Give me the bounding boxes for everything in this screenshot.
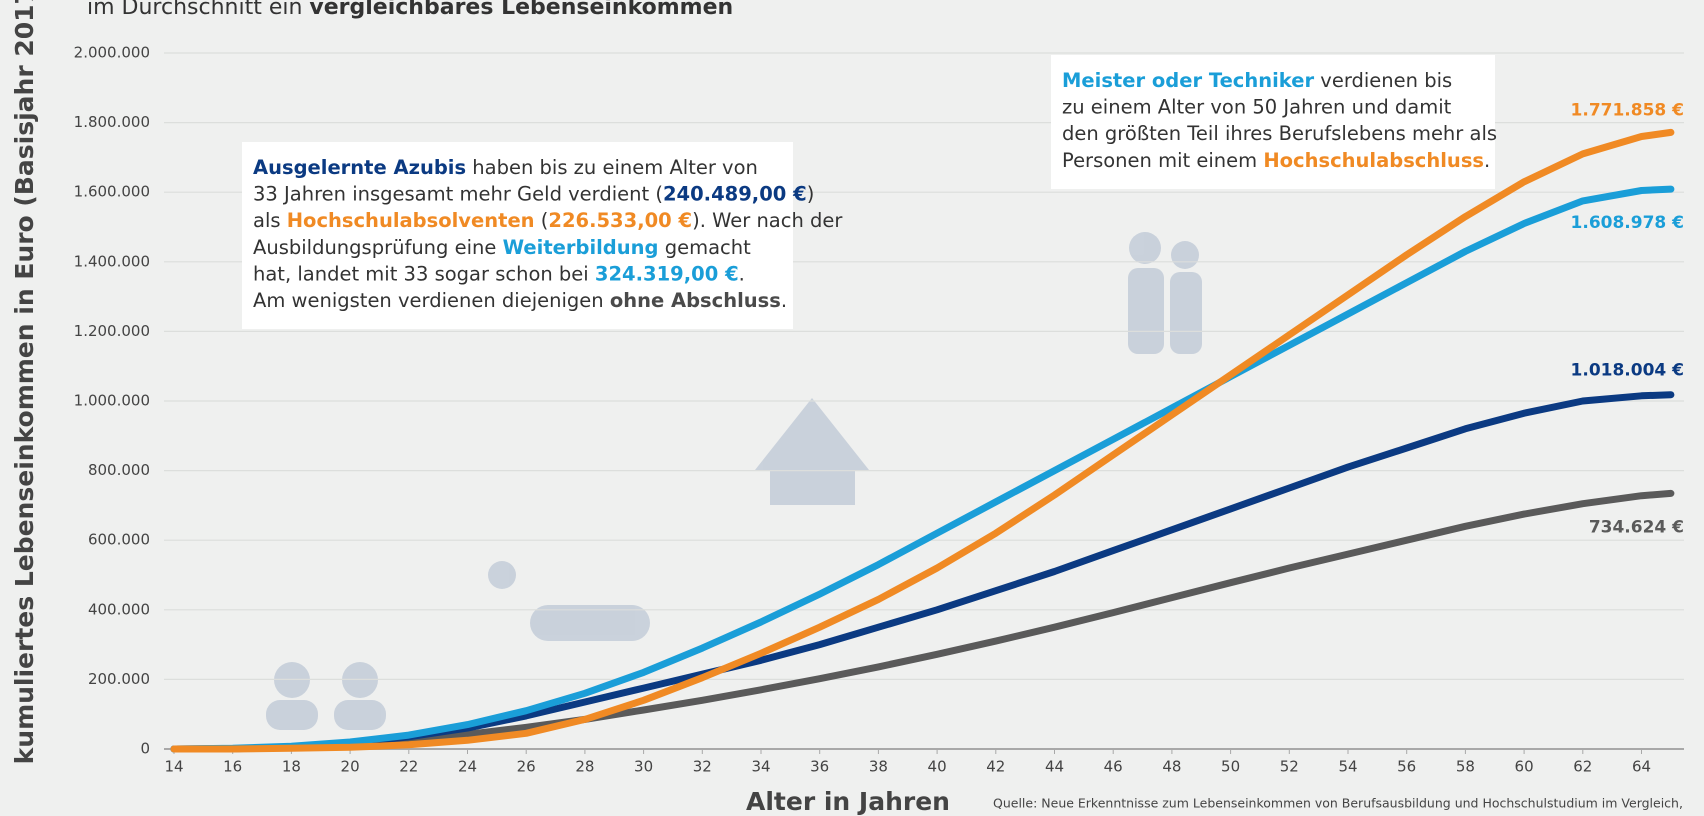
annotation-text: Am wenigsten verdienen diejenigen ohne A… xyxy=(253,289,787,312)
text-run: vergleichbares Lebenseinkommen xyxy=(309,0,733,20)
text-run: hat, landet mit 33 sogar schon bei xyxy=(253,262,595,285)
annotation-text: als Hochschulabsolventen (226.533,00 €).… xyxy=(253,209,843,232)
x-tick-label: 26 xyxy=(517,758,536,776)
y-tick-label: 600.000 xyxy=(88,531,150,549)
text-run: ( xyxy=(535,209,549,232)
y-tick-label: 2.000.000 xyxy=(74,44,150,62)
x-tick-label: 34 xyxy=(751,758,770,776)
text-run: ) xyxy=(807,182,815,205)
text-run: 226.533,00 € xyxy=(548,209,692,232)
x-tick-label: 48 xyxy=(1162,758,1181,776)
text-run: als xyxy=(253,209,287,232)
x-tick-label: 36 xyxy=(810,758,829,776)
x-tick-label: 16 xyxy=(223,758,242,776)
text-run: Am wenigsten verdienen diejenigen xyxy=(253,289,610,312)
y-tick-label: 1.400.000 xyxy=(74,252,150,270)
text-run: den größten Teil ihres Berufslebens mehr… xyxy=(1062,122,1497,145)
text-run: haben bis zu einem Alter von xyxy=(466,156,758,179)
x-tick-label: 42 xyxy=(986,758,1005,776)
y-tick-label: 1.000.000 xyxy=(74,392,150,410)
y-tick-label: 200.000 xyxy=(88,670,150,688)
x-tick-label: 58 xyxy=(1456,758,1475,776)
x-tick-label: 28 xyxy=(575,758,594,776)
text-run: 240.489,00 € xyxy=(663,182,807,205)
annotation-text: Ausgelernte Azubis haben bis zu einem Al… xyxy=(253,156,758,179)
text-run: ohne Abschluss xyxy=(610,289,781,312)
x-tick-label: 18 xyxy=(282,758,301,776)
x-axis-title: Alter in Jahren xyxy=(746,787,950,816)
data-line xyxy=(174,493,1671,749)
x-tick-label: 30 xyxy=(634,758,653,776)
x-tick-label: 14 xyxy=(164,758,183,776)
chart-title: im Durchschnitt ein vergleichbares Leben… xyxy=(87,0,733,20)
x-tick-label: 22 xyxy=(399,758,418,776)
text-run: Hochschulabsolventen xyxy=(287,209,535,232)
text-run: . xyxy=(781,289,787,312)
y-tick-label: 0 xyxy=(140,740,150,758)
x-tick-label: 38 xyxy=(869,758,888,776)
text-run: . xyxy=(1484,148,1490,171)
x-tick-label: 52 xyxy=(1280,758,1299,776)
y-tick-label: 1.800.000 xyxy=(74,113,150,131)
end-value-label: 1.771.858 € xyxy=(1571,100,1684,120)
text-run: 324.319,00 € xyxy=(595,262,739,285)
annotation-text: Meister oder Techniker verdienen bis xyxy=(1062,69,1452,92)
x-tick-label: 24 xyxy=(458,758,477,776)
y-tick-label: 1.600.000 xyxy=(74,183,150,201)
text-run: Hochschulabschluss xyxy=(1263,148,1484,171)
y-tick-label: 800.000 xyxy=(88,461,150,479)
end-value-label: 1.018.004 € xyxy=(1571,361,1684,381)
text-run: . xyxy=(739,262,745,285)
x-tick-label: 54 xyxy=(1338,758,1357,776)
annotation-text: den größten Teil ihres Berufslebens mehr… xyxy=(1062,122,1497,145)
x-tick-label: 20 xyxy=(341,758,360,776)
end-value-label: 1.608.978 € xyxy=(1571,213,1684,233)
text-run: gemacht xyxy=(659,235,752,258)
text-run: im Durchschnitt ein xyxy=(87,0,309,20)
annotation-text: hat, landet mit 33 sogar schon bei 324.3… xyxy=(253,262,745,285)
text-run: Ausgelernte Azubis xyxy=(253,156,466,179)
source-note: Quelle: Neue Erkenntnisse zum Lebenseink… xyxy=(993,796,1683,811)
text-run: 33 Jahren insgesamt mehr Geld verdient ( xyxy=(253,182,663,205)
x-tick-label: 50 xyxy=(1221,758,1240,776)
text-run: verdienen bis xyxy=(1314,69,1452,92)
text-run: zu einem Alter von 50 Jahren und damit xyxy=(1062,95,1452,118)
text-run: ). Wer nach der xyxy=(692,209,843,232)
annotation-text: Personen mit einem Hochschulabschluss. xyxy=(1062,148,1490,171)
text-run: Weiterbildung xyxy=(503,235,659,258)
x-tick-label: 44 xyxy=(1045,758,1064,776)
x-tick-label: 56 xyxy=(1397,758,1416,776)
y-axis-title: kumuliertes Lebenseinkommen in Euro (Bas… xyxy=(10,0,39,764)
x-tick-label: 64 xyxy=(1632,758,1651,776)
x-tick-label: 60 xyxy=(1515,758,1534,776)
x-tick-label: 62 xyxy=(1573,758,1592,776)
y-tick-label: 1.200.000 xyxy=(74,322,150,340)
text-run: Meister oder Techniker xyxy=(1062,69,1314,92)
annotation-text: zu einem Alter von 50 Jahren und damit xyxy=(1062,95,1452,118)
annotation-text: Ausbildungsprüfung eine Weiterbildung ge… xyxy=(253,235,751,258)
data-line xyxy=(174,395,1671,749)
end-value-label: 734.624 € xyxy=(1589,517,1684,537)
text-run: Ausbildungsprüfung eine xyxy=(253,235,503,258)
annotation-text: 33 Jahren insgesamt mehr Geld verdient (… xyxy=(253,182,814,205)
x-tick-label: 32 xyxy=(693,758,712,776)
text-run: Personen mit einem xyxy=(1062,148,1263,171)
chart: im Durchschnitt ein vergleichbares Leben… xyxy=(0,0,1704,816)
x-tick-label: 40 xyxy=(928,758,947,776)
x-tick-label: 46 xyxy=(1104,758,1123,776)
y-tick-label: 400.000 xyxy=(88,600,150,618)
